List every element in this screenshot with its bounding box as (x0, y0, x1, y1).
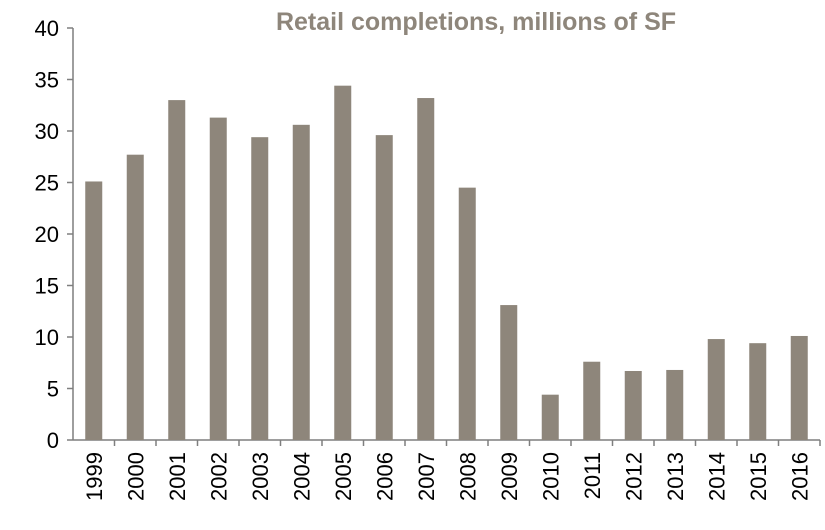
x-tick-label: 2001 (165, 452, 190, 501)
bar-2014 (707, 339, 725, 440)
bar-2007 (417, 98, 435, 440)
x-tick-label: 2009 (497, 452, 522, 501)
bar-2001 (168, 100, 186, 440)
bar-2003 (251, 137, 269, 440)
x-tick-label: 2016 (787, 452, 812, 501)
x-tick-label: 2003 (248, 452, 273, 501)
x-tick-label: 2011 (580, 452, 605, 499)
x-tick-label: 2014 (704, 452, 729, 501)
x-tick-label: 2010 (538, 452, 563, 501)
x-axis-ticks: 1999 2000 2001 2002 2003 2004 2005 2006 2007 2008… (82, 440, 821, 501)
bar-series (85, 85, 808, 441)
bar-2006 (375, 135, 393, 440)
x-tick-label: 2008 (455, 452, 480, 501)
bar-2010 (541, 394, 559, 440)
bar-2009 (500, 305, 518, 440)
x-tick-label: 2002 (206, 452, 231, 501)
bar-2015 (749, 343, 767, 440)
bar-2012 (624, 370, 642, 440)
y-tick-label: 35 (35, 68, 59, 93)
y-tick-label: 5 (47, 377, 59, 402)
y-tick-label: 0 (47, 428, 59, 453)
y-tick-label: 40 (35, 16, 59, 41)
y-tick-label: 10 (35, 325, 59, 350)
bar-2008 (458, 187, 476, 440)
y-tick-label: 15 (35, 274, 59, 299)
bar-2016 (790, 335, 808, 440)
bar-2002 (209, 117, 227, 441)
x-tick-label: 2006 (372, 452, 397, 501)
y-axis-ticks: 0 5 10 15 20 25 30 35 40 (35, 16, 73, 453)
y-tick-label: 20 (35, 222, 59, 247)
x-tick-label: 2005 (331, 452, 356, 501)
x-tick-label: 2013 (663, 452, 688, 501)
x-tick-label: 1999 (82, 452, 107, 501)
bar-2000 (126, 154, 144, 440)
bar-2011 (583, 361, 601, 440)
x-tick-label: 2007 (414, 452, 439, 501)
bar-2005 (334, 85, 352, 441)
bar-2013 (666, 369, 684, 440)
x-tick-label: 2015 (746, 452, 771, 501)
bar-2004 (292, 124, 310, 440)
x-tick-label: 2012 (621, 452, 646, 501)
bar-1999 (85, 181, 103, 440)
x-tick-label: 2004 (289, 452, 314, 501)
chart-title: Retail completions, millions of SF (276, 8, 676, 36)
x-tick-label: 2000 (123, 452, 148, 501)
y-tick-label: 30 (35, 119, 59, 144)
y-tick-label: 25 (35, 171, 59, 196)
